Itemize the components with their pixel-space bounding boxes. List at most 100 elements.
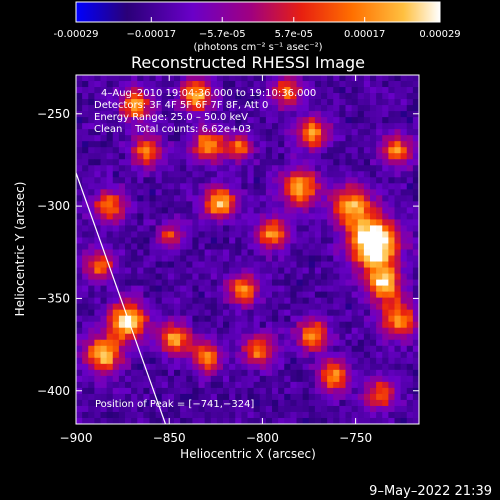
heatmap-cell [106, 111, 114, 118]
heatmap-cell [363, 105, 371, 112]
heatmap-cell [388, 201, 396, 208]
heatmap-cell [186, 279, 193, 287]
heatmap-cell [161, 165, 169, 172]
heatmap-cell [229, 117, 236, 124]
heatmap-cell [321, 297, 328, 305]
heatmap-cell [290, 201, 298, 208]
heatmap-cell [88, 321, 95, 329]
heatmap-cell [180, 309, 187, 317]
heatmap-cell [82, 411, 89, 419]
heatmap-cell [241, 195, 249, 202]
heatmap-cell [412, 393, 419, 401]
heatmap-cell [229, 393, 236, 401]
heatmap-cell [149, 273, 157, 281]
heatmap-cell [137, 183, 144, 190]
heatmap-cell [321, 321, 328, 329]
heatmap-cell [94, 273, 102, 281]
heatmap-cell [143, 195, 151, 202]
heatmap-cell [351, 147, 359, 154]
heatmap-cell [259, 405, 267, 413]
heatmap-cell [370, 135, 377, 142]
heatmap-cell [394, 285, 402, 293]
heatmap-cell [100, 111, 108, 118]
heatmap-cell [321, 81, 328, 88]
heatmap-cell [412, 219, 419, 227]
heatmap-cell [186, 147, 193, 154]
heatmap-cell [308, 399, 316, 407]
heatmap-cell [302, 291, 310, 299]
heatmap-cell [180, 303, 187, 311]
heatmap-cell [412, 267, 419, 275]
heatmap-cell [327, 129, 334, 136]
heatmap-cell [351, 153, 359, 160]
heatmap-cell [259, 333, 267, 341]
heatmap-cell [100, 99, 108, 106]
heatmap-cell [376, 255, 383, 263]
heatmap-cell [284, 249, 291, 257]
heatmap-cell [296, 129, 304, 136]
heatmap-cell [278, 87, 285, 94]
heatmap-cell [253, 255, 261, 263]
heatmap-cell [412, 93, 419, 100]
heatmap-cell [125, 243, 132, 251]
heatmap-cell [174, 195, 181, 202]
heatmap-cell [241, 171, 249, 178]
heatmap-cell [388, 99, 396, 106]
heatmap-cell [357, 135, 365, 142]
heatmap-cell [223, 273, 230, 281]
heatmap-cell [118, 111, 126, 118]
heatmap-cell [149, 357, 157, 365]
heatmap-cell [272, 111, 279, 118]
heatmap-cell [259, 75, 267, 82]
heatmap-cell [241, 243, 249, 251]
heatmap-cell [167, 309, 175, 317]
heatmap-cell [100, 375, 108, 383]
heatmap-cell [137, 315, 144, 323]
heatmap-cell [82, 165, 89, 172]
heatmap-cell [125, 261, 132, 269]
heatmap-cell [363, 237, 371, 245]
heatmap-cell [351, 219, 359, 227]
heatmap-cell [216, 231, 224, 239]
heatmap-cell [76, 345, 83, 353]
heatmap-cell [100, 189, 108, 196]
heatmap-cell [321, 387, 328, 395]
heatmap-cell [149, 219, 157, 227]
heatmap-cell [382, 285, 389, 293]
heatmap-cell [345, 183, 353, 190]
heatmap-cell [204, 99, 212, 106]
heatmap-cell [106, 393, 114, 401]
heatmap-cell [284, 333, 291, 341]
heatmap-cell [174, 123, 181, 130]
heatmap-cell [210, 405, 218, 413]
heatmap-cell [394, 99, 402, 106]
heatmap-cell [241, 339, 249, 347]
heatmap-cell [351, 351, 359, 359]
heatmap-cell [100, 285, 108, 293]
heatmap-cell [370, 333, 377, 341]
heatmap-cell [302, 399, 310, 407]
heatmap-cell [216, 339, 224, 347]
heatmap-cell [131, 351, 138, 359]
heatmap-cell [302, 99, 310, 106]
heatmap-cell [351, 303, 359, 311]
heatmap-cell [351, 177, 359, 184]
heatmap-cell [186, 309, 193, 317]
heatmap-cell [82, 75, 89, 82]
heatmap-cell [308, 183, 316, 190]
heatmap-cell [339, 303, 347, 311]
heatmap-cell [131, 153, 138, 160]
heatmap-cell [216, 303, 224, 311]
heatmap-cell [88, 195, 95, 202]
heatmap-cell [321, 279, 328, 287]
heatmap-cell [229, 231, 236, 239]
heatmap-cell [82, 81, 89, 88]
heatmap-cell [406, 153, 414, 160]
heatmap-cell [210, 75, 218, 82]
heatmap-cell [100, 81, 108, 88]
x-axis-label: Heliocentric X (arcsec) [180, 447, 316, 461]
heatmap-cell [259, 159, 267, 166]
heatmap-cell [296, 351, 304, 359]
heatmap-cell [229, 255, 236, 263]
heatmap-cell [106, 195, 114, 202]
